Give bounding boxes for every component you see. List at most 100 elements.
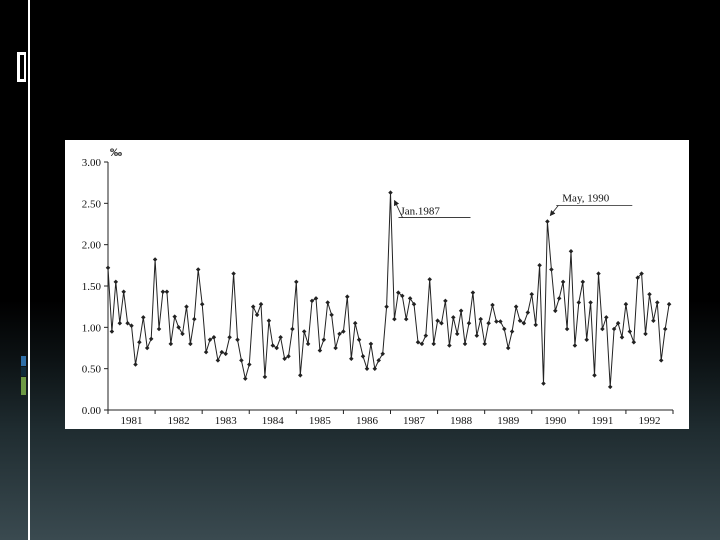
data-point	[443, 298, 448, 304]
data-point	[502, 326, 507, 332]
data-point	[658, 358, 664, 363]
data-point	[596, 271, 601, 276]
data-point	[345, 294, 350, 299]
data-point	[109, 329, 115, 334]
annotation-arrow	[549, 205, 559, 217]
annotation-label-may-1990: May, 1990	[562, 193, 609, 205]
data-point	[176, 325, 181, 330]
data-point	[113, 279, 119, 285]
data-point	[564, 326, 570, 332]
data-point	[356, 337, 362, 342]
data-point	[478, 316, 483, 322]
data-point	[509, 329, 515, 334]
data-point	[341, 329, 346, 334]
data-point	[254, 312, 260, 318]
slide-corner-mark-inner	[20, 55, 24, 79]
data-point	[392, 316, 397, 322]
y-tick-label: 1.00	[82, 322, 102, 334]
x-year-label: 1988	[450, 415, 473, 427]
data-point	[411, 301, 417, 307]
data-point	[337, 331, 342, 337]
y-axis-ticks: 0.00 0.50 1.00 1.50 2.00 2.50 3.00 ‰	[82, 145, 122, 417]
data-point	[250, 304, 256, 309]
annotation-arrow	[394, 199, 403, 218]
data-point	[454, 331, 460, 337]
data-point	[458, 308, 464, 314]
x-year-label: 1992	[638, 415, 660, 427]
x-year-label: 1981	[121, 415, 143, 427]
data-point	[376, 358, 381, 363]
data-point	[541, 381, 546, 386]
data-point	[380, 351, 385, 357]
data-point	[235, 337, 240, 342]
data-point	[560, 279, 566, 285]
x-year-label: 1983	[215, 415, 238, 427]
data-point	[203, 349, 209, 355]
data-point	[623, 301, 629, 307]
data-point	[545, 219, 550, 224]
y-tick-label: 0.00	[82, 405, 102, 417]
x-axis-year-labels: 1981 1982 1983 1984 1985 1986 1987 1988 1989 1990…	[107, 410, 674, 427]
data-point	[553, 308, 558, 314]
data-point	[643, 331, 648, 337]
data-point	[533, 322, 538, 328]
chart-panel: 0.00 0.50 1.00 1.50 2.00 2.50 3.00 ‰ 1981 1982 19…	[65, 140, 689, 429]
data-point	[152, 257, 158, 262]
data-point	[470, 290, 476, 295]
x-year-label: 1991	[591, 415, 613, 427]
data-point	[298, 373, 303, 378]
data-point	[505, 345, 511, 351]
data-point	[384, 304, 389, 309]
x-year-label: 1985	[309, 415, 332, 427]
data-point	[368, 341, 374, 347]
data-point	[321, 337, 327, 342]
data-point	[144, 345, 150, 351]
data-point	[568, 249, 574, 254]
y-tick-label: 2.00	[82, 240, 102, 252]
data-point	[172, 314, 177, 319]
data-point	[286, 354, 291, 359]
data-point	[215, 358, 221, 363]
data-point	[349, 356, 354, 361]
data-point	[537, 263, 542, 268]
data-point	[466, 320, 472, 326]
series-line	[107, 192, 670, 387]
data-point	[180, 331, 185, 337]
x-year-label: 1989	[497, 415, 520, 427]
data-point	[427, 277, 432, 282]
data-point	[619, 335, 625, 340]
data-point	[195, 267, 201, 272]
series-group	[105, 190, 672, 390]
data-point	[403, 316, 409, 322]
data-point	[211, 335, 217, 340]
slide-tab-dark	[21, 367, 26, 376]
data-point	[239, 358, 244, 363]
data-point	[333, 345, 338, 351]
data-point	[600, 326, 605, 332]
data-point	[662, 326, 668, 332]
data-point	[423, 333, 429, 338]
data-point	[556, 296, 562, 301]
annotation-label-jan-1987: Jan.1987	[401, 206, 441, 218]
data-point	[525, 310, 531, 315]
data-point	[513, 304, 519, 309]
data-point	[631, 339, 637, 345]
y-tick-label: 0.50	[82, 364, 102, 376]
data-point	[325, 300, 330, 305]
data-point	[655, 300, 660, 305]
data-point	[447, 343, 452, 348]
data-point	[419, 341, 425, 347]
data-point	[141, 315, 146, 320]
x-year-label: 1986	[356, 415, 379, 427]
data-point	[258, 301, 264, 307]
data-point	[262, 374, 268, 380]
data-point	[207, 337, 213, 342]
x-year-label: 1982	[168, 415, 190, 427]
data-point	[270, 343, 276, 348]
data-point	[352, 320, 358, 326]
data-point	[651, 318, 656, 323]
data-point	[243, 376, 248, 381]
data-point	[168, 341, 174, 347]
data-point	[396, 290, 401, 295]
data-point	[223, 351, 228, 357]
